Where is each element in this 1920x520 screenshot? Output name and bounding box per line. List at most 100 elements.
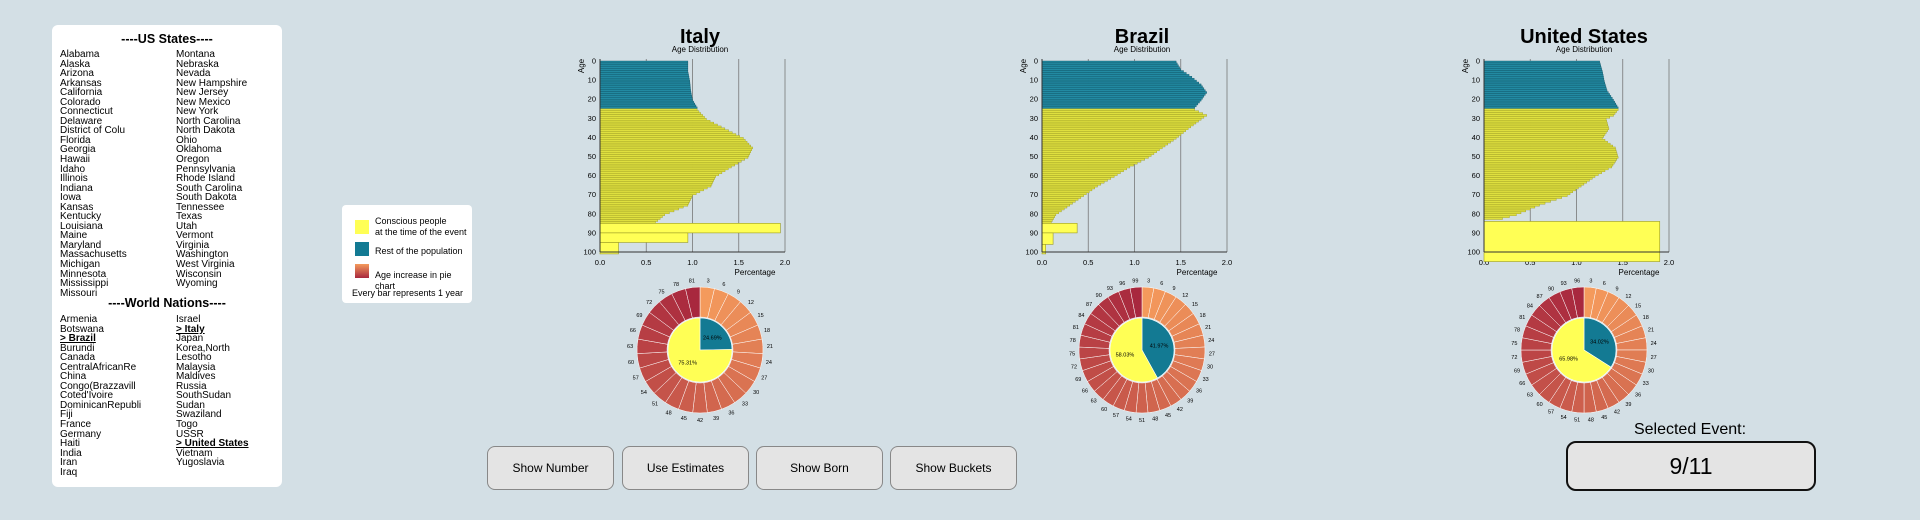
world-nation-item[interactable]: Russia (176, 380, 207, 392)
world-nation-item[interactable]: Iran (60, 457, 78, 469)
us-state-item[interactable]: Mississippi (60, 278, 109, 290)
us-state-item[interactable]: Hawaii (60, 154, 91, 166)
selected-event-value[interactable]: 9/11 (1566, 441, 1816, 491)
use-estimates-button[interactable]: Use Estimates (622, 446, 749, 490)
world-nation-item[interactable]: Iraq (60, 466, 78, 478)
us-state-item[interactable]: New Mexico (176, 96, 231, 108)
world-nation-item[interactable]: Swaziland (176, 409, 222, 421)
us-state-item[interactable]: Missouri (60, 287, 98, 299)
age-bar (599, 89, 691, 92)
us-state-item[interactable]: North Carolina (176, 115, 241, 127)
us-state-item[interactable]: Illinois (60, 173, 88, 185)
us-state-item[interactable]: Iowa (60, 192, 82, 204)
world-nation-item[interactable]: > Brazil (60, 333, 96, 345)
world-nation-item[interactable]: USSR (176, 428, 204, 440)
show-buckets-button[interactable]: Show Buckets (890, 446, 1017, 490)
us-state-item[interactable]: Oregon (176, 154, 210, 166)
us-state-item[interactable]: New Hampshire (176, 77, 248, 89)
us-state-item[interactable]: Indiana (60, 182, 93, 194)
us-state-item[interactable]: Colorado (60, 96, 101, 108)
world-nation-item[interactable]: SouthSudan (176, 390, 232, 402)
age-bar (1483, 158, 1618, 161)
world-nation-item[interactable]: > Italy (176, 323, 205, 335)
us-state-item[interactable]: Florida (60, 134, 91, 146)
us-state-item[interactable]: Wisconsin (176, 268, 222, 280)
age-bar (599, 211, 670, 214)
age-bar (599, 112, 702, 115)
us-state-item[interactable]: Georgia (60, 144, 96, 156)
world-nation-item[interactable]: > United States (176, 438, 249, 450)
world-nation-item[interactable]: Israel (176, 314, 201, 325)
us-state-item[interactable]: South Carolina (176, 182, 243, 194)
us-state-item[interactable]: Connecticut (60, 106, 113, 118)
show-number-button[interactable]: Show Number (487, 446, 614, 490)
age-bar (1483, 116, 1611, 119)
us-state-item[interactable]: Massachusetts (60, 249, 127, 261)
age-bar (1041, 196, 1082, 199)
world-nation-item[interactable]: Canada (60, 352, 96, 364)
world-nation-item[interactable]: China (60, 371, 87, 383)
us-state-item[interactable]: North Dakota (176, 125, 235, 137)
us-state-item[interactable]: Utah (176, 220, 198, 232)
us-state-item[interactable]: Kansas (60, 201, 94, 213)
world-nation-item[interactable]: Germany (60, 428, 102, 440)
world-nation-item[interactable]: Congo(Brazzavill (60, 380, 136, 392)
us-state-item[interactable]: Maryland (60, 239, 102, 251)
us-state-item[interactable]: Virginia (176, 239, 210, 251)
world-nation-item[interactable]: France (60, 419, 92, 431)
world-nation-item[interactable]: Fiji (60, 409, 73, 421)
us-state-item[interactable]: Louisiana (60, 220, 103, 232)
world-nation-item[interactable]: CentralAfricanRe (60, 361, 137, 373)
us-state-item[interactable]: Arizona (60, 68, 94, 80)
us-state-item[interactable]: Ohio (176, 134, 198, 146)
age-bar (1041, 93, 1206, 96)
us-state-item[interactable]: Delaware (60, 115, 103, 127)
us-state-item[interactable]: West Virginia (176, 259, 235, 271)
world-nation-item[interactable]: Sudan (176, 399, 205, 411)
world-nation-item[interactable]: Togo (176, 419, 198, 431)
us-state-item[interactable]: Alaska (60, 58, 91, 70)
world-nation-item[interactable]: Burundi (60, 342, 95, 354)
us-state-item[interactable]: Wyoming (176, 278, 218, 290)
world-nation-item[interactable]: DominicanRepubli (60, 399, 142, 411)
world-nation-item[interactable]: Vietnam (176, 447, 213, 459)
age-bar (1483, 142, 1611, 146)
ring-label: 96 (1119, 281, 1125, 287)
us-state-item[interactable]: Montana (176, 49, 215, 60)
world-nation-item[interactable]: Lesotho (176, 352, 212, 364)
us-state-item[interactable]: Michigan (60, 259, 101, 271)
us-state-item[interactable]: Tennessee (176, 201, 225, 213)
us-states-list-col2: Montana Nebraska Nevada New Hampshire New Je… (176, 50, 247, 289)
us-state-item[interactable]: New Jersey (176, 87, 229, 99)
us-state-item[interactable]: Washington (176, 249, 229, 261)
world-nation-item[interactable]: Malaysia (176, 361, 216, 373)
world-nation-item[interactable]: Maldives (176, 371, 216, 383)
us-state-item[interactable]: Nebraska (176, 58, 219, 70)
world-nation-item[interactable]: Coted'Ivoire (60, 390, 114, 402)
us-state-item[interactable]: Nevada (176, 68, 211, 80)
show-born-button[interactable]: Show Born (756, 446, 883, 490)
us-state-item[interactable]: Minnesota (60, 268, 107, 280)
age-bar (1041, 181, 1105, 184)
us-state-item[interactable]: South Dakota (176, 192, 237, 204)
us-state-item[interactable]: California (60, 87, 103, 99)
us-state-item[interactable]: Arkansas (60, 77, 102, 89)
us-state-item[interactable]: Maine (60, 230, 88, 242)
world-nation-item[interactable]: India (60, 447, 82, 459)
us-state-item[interactable]: Texas (176, 211, 203, 223)
us-state-item[interactable]: New York (176, 106, 219, 118)
world-nation-item[interactable]: Korea,North (176, 342, 230, 354)
us-state-item[interactable]: Vermont (176, 230, 214, 242)
us-state-item[interactable]: Kentucky (60, 211, 102, 223)
us-state-item[interactable]: Pennsylvania (176, 163, 236, 175)
us-state-item[interactable]: Alabama (60, 49, 100, 60)
world-nation-item[interactable]: Japan (176, 333, 204, 345)
us-state-item[interactable]: District of Colu (60, 125, 126, 137)
world-nation-item[interactable]: Yugoslavia (176, 457, 225, 469)
world-nation-item[interactable]: Armenia (60, 314, 98, 325)
world-nation-item[interactable]: Haiti (60, 438, 81, 450)
us-state-item[interactable]: Idaho (60, 163, 86, 175)
world-nation-item[interactable]: Botswana (60, 323, 104, 335)
us-state-item[interactable]: Oklahoma (176, 144, 222, 156)
us-state-item[interactable]: Rhode Island (176, 173, 235, 185)
